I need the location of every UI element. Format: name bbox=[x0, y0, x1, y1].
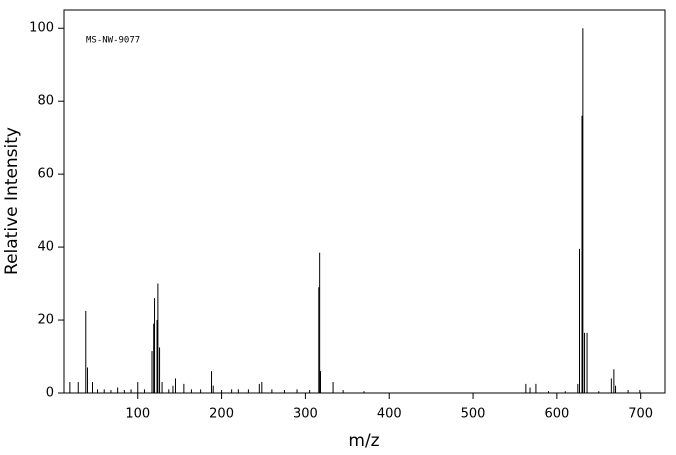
y-tick-label: 100 bbox=[29, 21, 54, 36]
y-tick-label: 60 bbox=[37, 167, 54, 182]
x-tick-label: 700 bbox=[628, 407, 653, 422]
y-tick-label: 80 bbox=[37, 94, 54, 109]
annotation: MS-NW-9077 bbox=[86, 36, 140, 46]
y-axis-title: Relative Intensity bbox=[2, 127, 22, 275]
x-tick-label: 400 bbox=[377, 407, 402, 422]
x-tick-label: 500 bbox=[461, 407, 486, 422]
x-axis-title: m/z bbox=[348, 431, 379, 451]
x-tick-label: 200 bbox=[209, 407, 234, 422]
x-tick-label: 300 bbox=[293, 407, 318, 422]
x-tick-label: 100 bbox=[125, 407, 150, 422]
y-tick-label: 20 bbox=[37, 313, 54, 328]
y-tick-label: 0 bbox=[46, 386, 54, 401]
y-tick-label: 40 bbox=[37, 240, 54, 255]
x-tick-label: 600 bbox=[544, 407, 569, 422]
